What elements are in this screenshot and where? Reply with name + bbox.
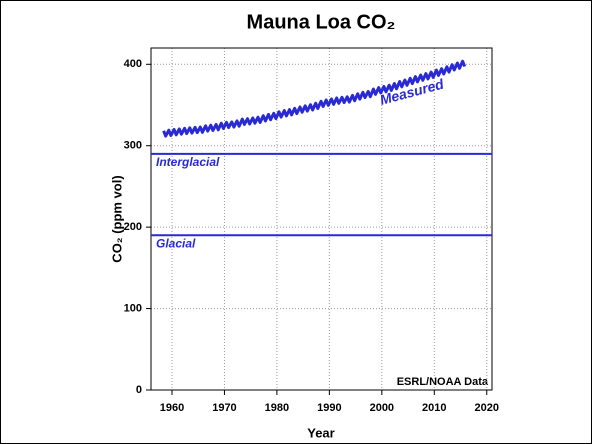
y-tick-label: 200 (124, 221, 142, 233)
data-line (162, 59, 467, 138)
x-tick-label: 1980 (265, 402, 289, 414)
y-tick-label: 300 (124, 140, 142, 152)
x-tick-label: 2000 (370, 402, 394, 414)
x-tick-label: 2010 (422, 402, 446, 414)
reference-label: Glacial (156, 236, 196, 250)
x-tick-label: 1970 (212, 402, 236, 414)
x-tick-label: 1960 (160, 402, 184, 414)
y-tick-label: 400 (124, 58, 142, 70)
chart-title: Mauna Loa CO₂ (247, 11, 396, 33)
y-tick-label: 100 (124, 302, 142, 314)
plot-frame (150, 47, 493, 391)
source-note: ESRL/NOAA Data (397, 376, 489, 388)
x-axis-label: Year (307, 425, 334, 440)
y-tick-label: 0 (136, 384, 142, 396)
x-tick-label: 1990 (317, 402, 341, 414)
x-tick-label: 2020 (475, 402, 499, 414)
reference-label: Interglacial (156, 155, 220, 169)
y-axis-label: CO₂ (ppm vol) (109, 175, 124, 262)
